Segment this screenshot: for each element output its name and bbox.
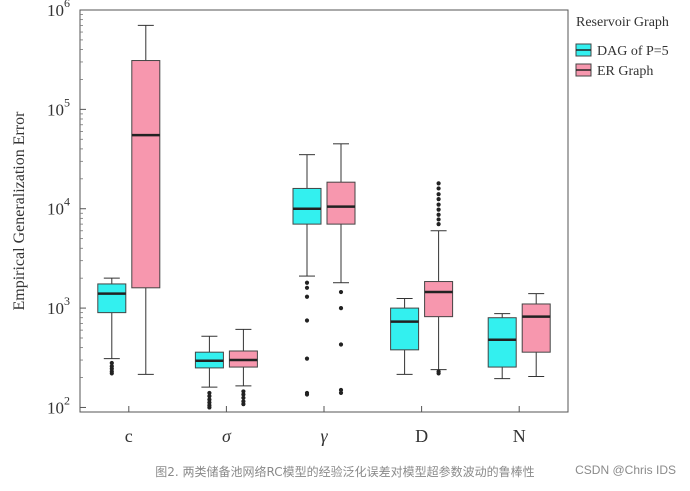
box-iqr [131,60,161,289]
box-iqr [390,307,420,351]
y-tick-label-4: 106 [47,0,70,20]
outlier-point [304,356,310,361]
y-axis-label: Empirical Generalization Error [11,111,28,311]
outlier-point [109,371,114,376]
box-er-graph-c [131,24,161,375]
figure-caption: 图2. 两类储备池网络RC模型的经验泛化误差对模型超参数波动的鲁棒性 [155,465,535,479]
outlier-point [338,387,344,393]
outlier-point [304,285,310,290]
box-iqr [424,281,454,318]
outlier-point [241,389,246,394]
x-tick-label-D: D [415,426,428,446]
x-tick-label-N: N [513,426,526,446]
outlier-point [436,207,441,212]
watermark: CSDN @Chris IDS [575,463,676,477]
outlier-point [338,289,344,295]
outlier-point [436,192,441,197]
box-er-graph-γ [326,143,356,396]
outlier-point [207,405,212,410]
y-tick-label-0: 102 [47,393,70,417]
outlier-point [338,390,344,396]
box-er-graph-N [521,293,551,377]
box-iqr [521,303,551,353]
outlier-point [304,294,310,299]
box-iqr [326,181,356,225]
outlier-point [207,397,212,402]
x-tick-label-σ: σ [222,426,232,446]
legend-entry-0: DAG of P=5 [597,44,669,59]
box-iqr [292,187,322,225]
outlier-point [304,280,310,285]
outlier-point [436,181,441,186]
outlier-point [436,371,441,376]
outlier-point [436,196,441,202]
outlier-point [241,392,246,397]
box-er-graph-σ [228,328,258,407]
box-dag-of-p-5-c [97,277,127,376]
outlier-point [241,402,246,407]
outlier-point [338,305,344,311]
outlier-point [436,222,441,227]
outlier-point [436,217,441,222]
y-tick-label-1: 103 [47,294,70,318]
outlier-point [241,395,246,400]
outlier-point [436,202,441,207]
outlier-point [304,318,310,323]
box-er-graph-D [424,181,454,376]
outlier-point [109,360,114,366]
box-iqr [97,283,127,314]
box-dag-of-p-5-γ [292,154,322,397]
box-dag-of-p-5-N [487,313,517,380]
y-tick-label-2: 104 [47,195,70,219]
legend-entry-1: ER Graph [597,64,653,79]
outlier-point [436,212,441,217]
box-iqr [487,317,517,368]
box-dag-of-p-5-D [390,297,420,375]
box-dag-of-p-5-σ [194,335,224,410]
outlier-point [436,186,441,191]
outlier-point [304,392,310,397]
outlier-point [207,390,212,396]
outlier-point [207,394,212,399]
outlier-point [338,342,344,347]
x-tick-label-γ: γ [320,426,328,446]
legend-title: Reservoir Graph [576,15,669,30]
x-tick-label-c: c [125,426,133,446]
y-tick-label-3: 105 [47,95,70,119]
